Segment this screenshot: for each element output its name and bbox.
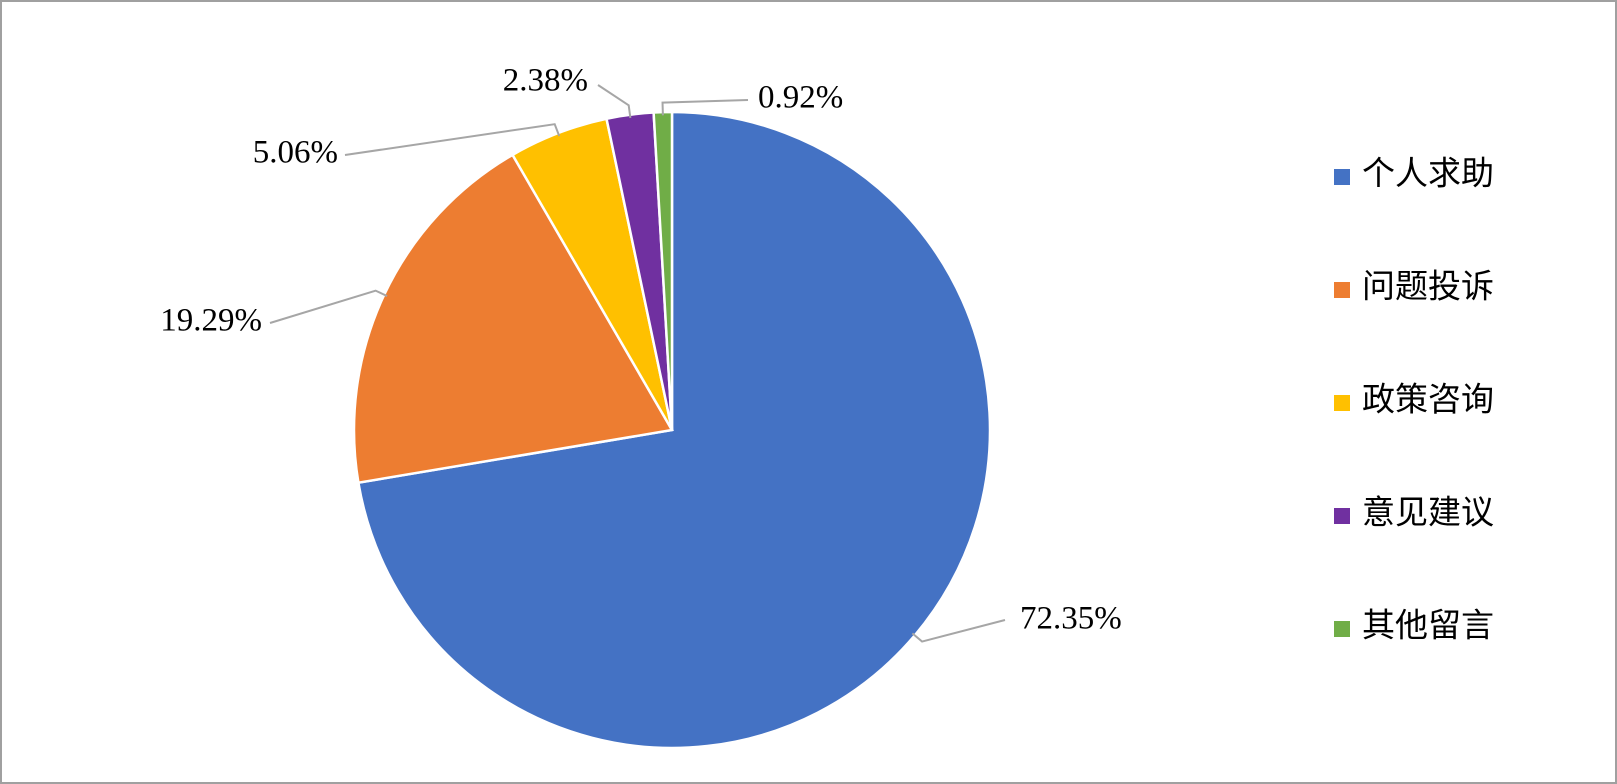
legend-swatch: [1334, 395, 1350, 411]
data-label: 5.06%: [253, 135, 338, 171]
legend-label: 个人求助: [1362, 156, 1494, 193]
leader-line: [661, 99, 749, 116]
legend-swatch: [1334, 169, 1350, 185]
leader-line: [911, 619, 1006, 643]
legend-label: 意见建议: [1362, 495, 1494, 532]
legend-label: 其他留言: [1362, 608, 1494, 645]
data-label: 2.38%: [503, 63, 588, 99]
legend-label: 政策咨询: [1362, 382, 1494, 419]
legend-swatch: [1334, 282, 1350, 298]
legend-swatch: [1334, 621, 1350, 637]
data-label: 0.92%: [758, 80, 843, 116]
legend-swatch: [1334, 508, 1350, 524]
leader-line: [269, 289, 388, 324]
leader-line: [344, 123, 561, 156]
data-label: 72.35%: [1020, 601, 1122, 637]
leader-line: [597, 84, 632, 119]
data-label: 19.29%: [160, 303, 262, 339]
legend-label: 问题投诉: [1362, 269, 1494, 306]
